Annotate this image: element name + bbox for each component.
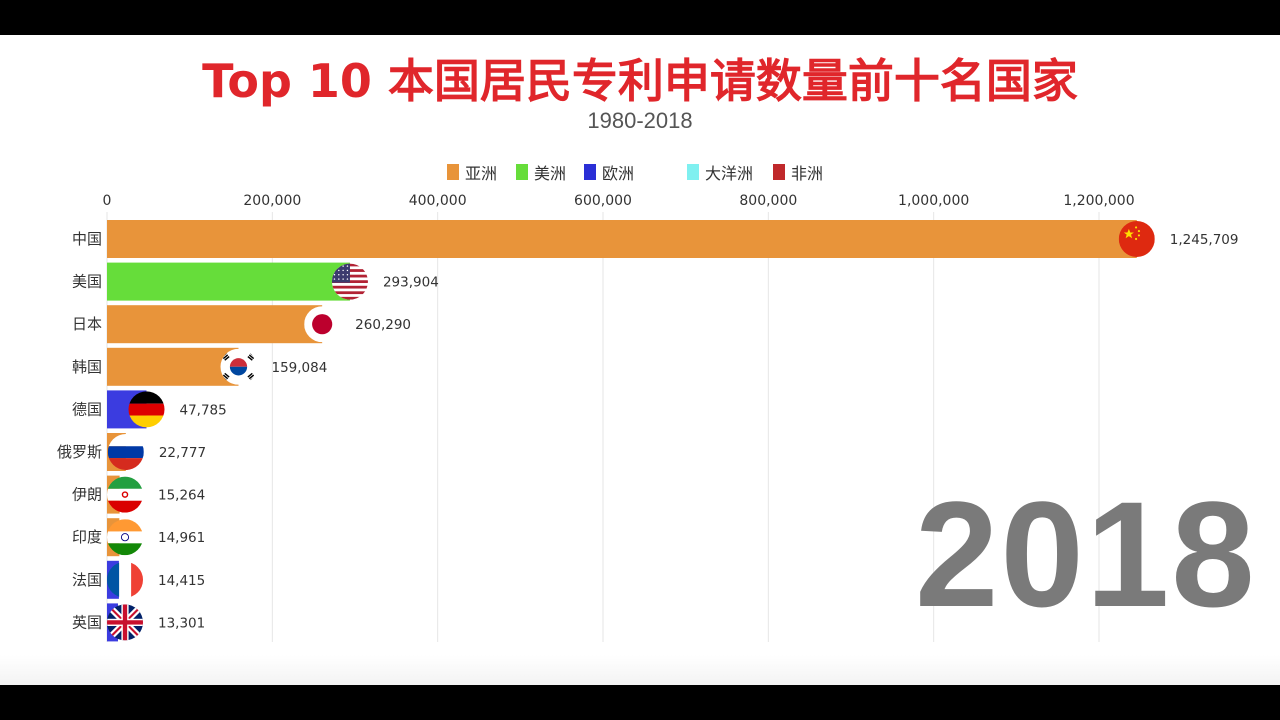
category-label: 英国 [72, 613, 102, 631]
uk-flag-icon [107, 604, 143, 641]
value-label: 159,084 [272, 360, 328, 376]
legend-label-oceania: 大洋洲 [705, 164, 754, 183]
value-label: 22,777 [159, 445, 206, 461]
korea-flag-icon-graphic [220, 348, 257, 385]
legend-swatch-asia [447, 164, 459, 180]
value-label: 47,785 [180, 402, 227, 418]
legend-label-americas: 美洲 [534, 164, 567, 183]
year-label: 2018 [915, 470, 1257, 638]
bottom-fade [0, 655, 1280, 685]
legend: 亚洲 美洲 欧洲 大洋洲 非洲 [0, 160, 1280, 184]
bar [107, 347, 239, 386]
iran-flag-icon [107, 476, 143, 513]
x-axis-ticks: 0 200,000 400,000 600,000 800,000 1,000,000 1,… [103, 193, 1135, 209]
category-label: 印度 [72, 528, 102, 546]
india-flag-icon [107, 519, 143, 556]
legend-swatch-europe [584, 164, 596, 180]
category-label: 德国 [72, 400, 102, 418]
bar [107, 220, 1137, 258]
legend-item-africa: 非洲 [773, 160, 823, 184]
x-tick-label: 800,000 [739, 193, 797, 209]
value-label: 13,301 [158, 615, 205, 631]
value-label: 293,904 [383, 275, 439, 291]
category-label: 美国 [72, 273, 102, 291]
value-label: 15,264 [158, 488, 205, 504]
legend-swatch-africa [773, 164, 785, 180]
france-flag-icon [107, 561, 143, 598]
legend-item-oceania: 大洋洲 [687, 160, 753, 184]
india-flag-icon-graphic [107, 519, 143, 556]
legend-item-americas: 美洲 [516, 160, 566, 184]
legend-swatch-americas [516, 164, 528, 180]
chart-subtitle: 1980-2018 [587, 108, 693, 133]
legend-item-europe: 欧洲 [584, 160, 634, 184]
germany-flag-icon-graphic [128, 391, 165, 428]
france-flag-icon-graphic [107, 561, 143, 598]
category-label: 日本 [72, 315, 102, 333]
legend-item-asia: 亚洲 [447, 160, 497, 184]
category-label: 法国 [72, 571, 102, 589]
china-flag-icon-graphic [1118, 221, 1155, 257]
x-tick-label: 1,200,000 [1063, 193, 1134, 209]
legend-swatch-oceania [687, 164, 699, 180]
china-flag-icon [1118, 221, 1155, 257]
usa-flag-icon [331, 263, 368, 300]
x-tick-label: 200,000 [243, 193, 301, 209]
usa-flag-icon-graphic [331, 263, 368, 300]
japan-flag-icon-graphic [304, 306, 341, 343]
legend-label-asia: 亚洲 [465, 164, 498, 183]
value-label: 14,415 [158, 573, 205, 589]
value-label: 14,961 [158, 530, 205, 546]
legend-label-africa: 非洲 [791, 164, 824, 183]
x-tick-label: 600,000 [574, 193, 632, 209]
uk-flag-icon-graphic [107, 604, 143, 641]
korea-flag-icon [220, 348, 257, 385]
value-label: 1,245,709 [1170, 232, 1239, 248]
chart-title: Top 10 本国居民专利申请数量前十名国家 [202, 54, 1078, 108]
bar [107, 305, 323, 344]
category-label: 中国 [72, 230, 102, 248]
value-label: 260,290 [355, 317, 411, 333]
bars: 中国 1,245,709 美国 293,904 日本 260,290 韩国 159,084 德国… [57, 220, 1239, 642]
category-label: 俄罗斯 [57, 443, 102, 461]
x-tick-label: 1,000,000 [898, 193, 969, 209]
russia-flag-icon-graphic [107, 434, 144, 470]
japan-flag-icon [304, 306, 341, 343]
category-label: 伊朗 [72, 486, 102, 504]
x-tick-label: 400,000 [409, 193, 467, 209]
category-label: 韩国 [72, 358, 102, 376]
germany-flag-icon [128, 391, 165, 428]
x-tick-label: 0 [103, 193, 112, 209]
russia-flag-icon [107, 434, 144, 470]
iran-flag-icon-graphic [107, 476, 143, 513]
legend-label-europe: 欧洲 [602, 164, 635, 183]
bar [107, 262, 350, 301]
